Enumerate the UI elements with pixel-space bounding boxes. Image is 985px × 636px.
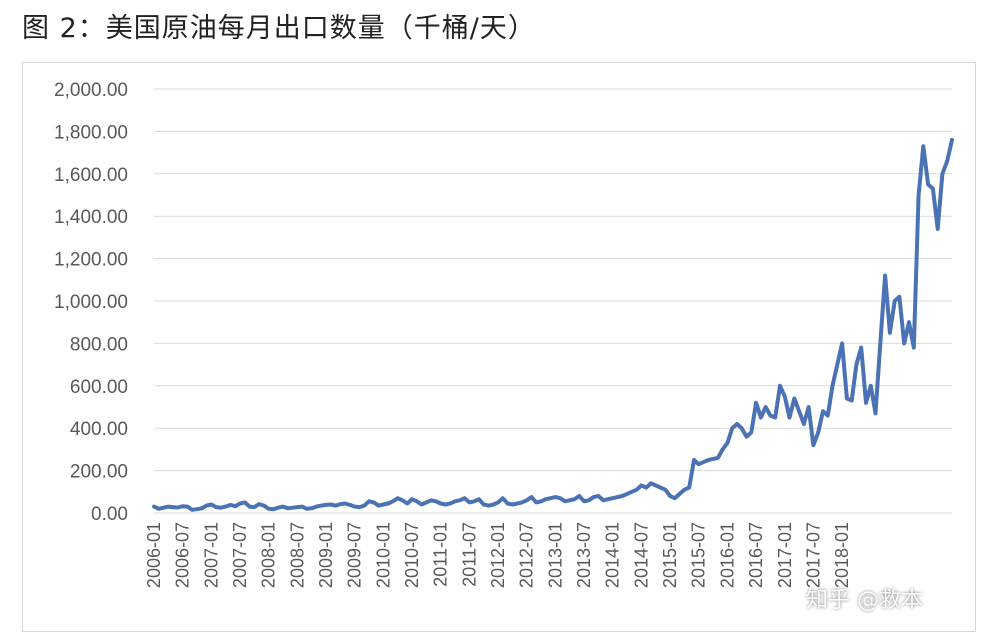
x-tick-label: 2011-01 [431,522,451,587]
x-tick-label: 2008-01 [259,522,279,588]
x-tick-label: 2007-01 [201,522,221,588]
x-tick-label: 2016-01 [717,522,737,588]
x-tick-label: 2013-01 [545,522,565,588]
y-tick-label: 1,600.00 [54,165,128,186]
x-tick-label: 2017-07 [803,522,823,588]
x-tick-label: 2007-07 [230,522,250,588]
y-tick-label: 1,000.00 [54,292,128,313]
y-tick-label: 2,000.00 [54,80,128,101]
y-tick-label: 0.00 [91,504,128,525]
series-line [152,137,954,512]
y-tick-label: 600.00 [70,377,128,398]
x-tick-label: 2012-01 [488,522,508,588]
x-tick-label: 2010-01 [373,522,393,588]
x-axis-ticks: 2006-01 2006-07 2007-01 2007-07 2008-01 2008-… [144,522,852,588]
chart-title: 图 2：美国原油每月出口数量（千桶/天） [22,13,536,44]
x-tick-label: 2014-01 [603,522,623,588]
x-tick-label: 2012-07 [517,522,537,588]
x-tick-label: 2009-01 [316,522,336,588]
gridlines [154,88,952,514]
x-tick-label: 2010-07 [402,522,422,588]
y-axis-ticks: 0.00 200.00 400.00 600.00 800.00 1,000.00 1,20… [54,80,128,525]
export-volume-line [152,137,954,512]
x-tick-label: 2018-01 [832,522,852,588]
x-tick-label: 2006-07 [173,522,193,588]
x-tick-label: 2009-07 [345,522,365,588]
y-tick-label: 200.00 [70,462,128,483]
x-tick-label: 2008-07 [287,522,307,588]
x-tick-label: 2014-07 [631,522,651,588]
x-tick-label: 2013-07 [574,522,594,588]
x-tick-label: 2011-07 [459,522,479,587]
watermark: 知乎 @救本 [806,588,923,613]
y-tick-label: 800.00 [70,334,128,355]
x-tick-label: 2016-07 [746,522,766,588]
x-tick-label: 2015-01 [660,522,680,588]
y-tick-label: 400.00 [70,419,128,440]
y-tick-label: 1,800.00 [54,122,128,143]
x-tick-label: 2017-01 [775,522,795,588]
x-tick-label: 2006-01 [144,522,164,588]
y-tick-label: 1,400.00 [54,207,128,228]
chart-frame [22,62,976,632]
y-tick-label: 1,200.00 [54,250,128,271]
x-tick-label: 2015-07 [689,522,709,588]
